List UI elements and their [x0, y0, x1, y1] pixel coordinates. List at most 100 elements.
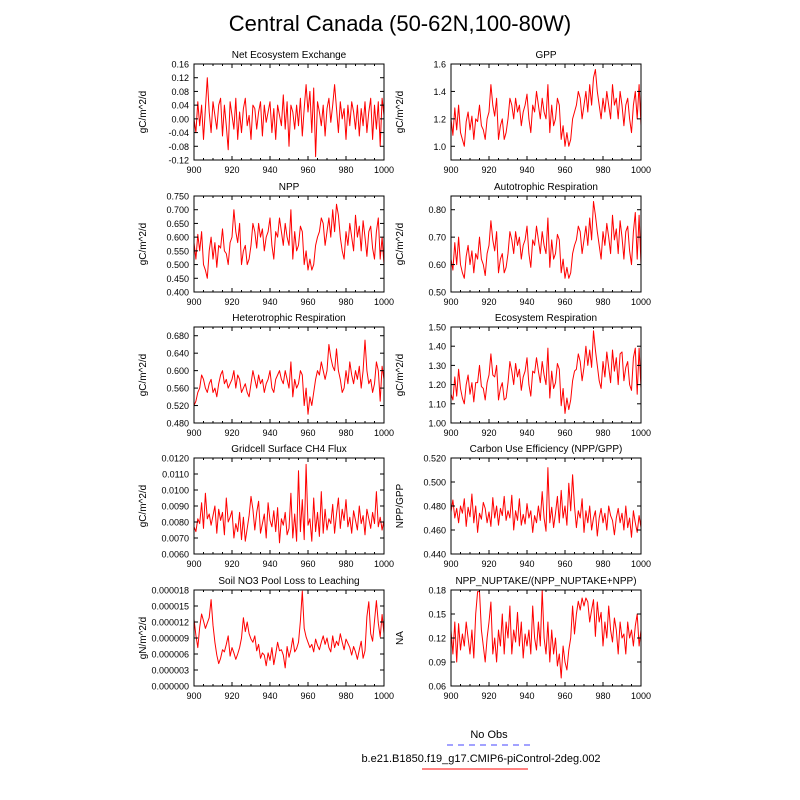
y-axis-label: gN/m^2/d: [138, 617, 149, 660]
panel-title: Ecosystem Respiration: [495, 313, 597, 324]
x-tick-label: 900: [443, 691, 458, 701]
series-line: [193, 590, 385, 669]
y-tick-label: 0.680: [166, 331, 189, 341]
x-tick-label: 960: [300, 165, 315, 175]
y-axis-label: gC/m^2/d: [138, 223, 149, 266]
y-tick-label: 0.16: [171, 60, 189, 70]
y-tick-label: 1.20: [428, 380, 446, 390]
y-tick-label: 0.04: [171, 101, 189, 111]
y-tick-label: 0.0070: [161, 534, 189, 544]
y-tick-label: 0.560: [166, 384, 189, 394]
y-tick-label: 1.0: [433, 142, 446, 152]
y-tick-label: 0.60: [428, 260, 446, 270]
y-tick-label: 1.50: [428, 323, 446, 333]
panel-title: Heterotrophic Respiration: [232, 313, 345, 324]
y-tick-label: 0.15: [428, 610, 446, 620]
panel-title: Net Ecosystem Exchange: [232, 50, 347, 61]
plot-frame: [193, 589, 385, 687]
panel-8: Carbon Use Efficiency (NPP/GPP) NPP/GPP 90…: [395, 444, 651, 569]
x-tick-label: 920: [481, 165, 496, 175]
x-tick-label: 940: [519, 559, 534, 569]
series-line: [450, 589, 642, 679]
panel-6: Ecosystem Respiration gC/m^2/d 900 920 940 96…: [395, 313, 651, 438]
y-tick-label: 1.40: [428, 342, 446, 352]
series-line: [450, 467, 642, 538]
panel-title: GPP: [535, 50, 556, 61]
panel-title: Gridcell Surface CH4 Flux: [231, 444, 347, 455]
panel-3: NPP gC/m^2/d 900 920 940 960 980 1000 0.400 0.450…: [138, 182, 394, 307]
y-tick-label: 1.10: [428, 399, 446, 409]
y-tick-label: 0.000000: [151, 682, 189, 692]
x-tick-label: 980: [595, 691, 610, 701]
y-tick-label: 0.09: [428, 658, 446, 668]
y-tick-label: 0.0080: [161, 518, 189, 528]
panel-1: Net Ecosystem Exchange gC/m^2/d 900 920 940 9…: [138, 50, 394, 175]
x-tick-label: 960: [557, 559, 572, 569]
x-tick-label: 940: [262, 691, 277, 701]
y-tick-label: 0.640: [166, 349, 189, 359]
x-tick-label: 1000: [374, 428, 394, 438]
panel-title: Soil NO3 Pool Loss to Leaching: [218, 576, 359, 587]
x-tick-label: 900: [186, 165, 201, 175]
x-tick-label: 960: [557, 165, 572, 175]
panel-10: NPP_NUPTAKE/(NPP_NUPTAKE+NPP) NA 900 920 940…: [395, 576, 651, 701]
x-tick-label: 920: [481, 559, 496, 569]
y-tick-label: 0.000018: [151, 586, 189, 596]
x-tick-label: 960: [300, 559, 315, 569]
panel-9: Soil NO3 Pool Loss to Leaching gN/m^2/d 90…: [138, 576, 394, 701]
y-tick-label: 0.80: [428, 205, 446, 215]
y-tick-label: 0.650: [166, 219, 189, 229]
x-tick-label: 900: [443, 428, 458, 438]
y-tick-label: 0.12: [428, 634, 446, 644]
y-tick-label: 0.000015: [151, 602, 189, 612]
x-tick-label: 940: [262, 297, 277, 307]
series-line: [450, 68, 642, 147]
series-line: [193, 77, 385, 158]
y-tick-label: -0.08: [168, 142, 189, 152]
x-tick-label: 960: [557, 691, 572, 701]
y-tick-label: 0.480: [423, 502, 446, 512]
x-tick-label: 980: [595, 559, 610, 569]
x-tick-label: 1000: [631, 297, 651, 307]
x-tick-label: 960: [557, 428, 572, 438]
y-tick-label: 0.0100: [161, 486, 189, 496]
x-tick-label: 940: [519, 428, 534, 438]
legend-case-label: b.e21.B1850.f19_g17.CMIP6-piControl-2deg…: [361, 753, 600, 765]
y-tick-label: 0.0120: [161, 454, 189, 464]
x-tick-label: 920: [224, 691, 239, 701]
y-tick-label: 0.600: [166, 366, 189, 376]
y-tick-label: 0.000006: [151, 650, 189, 660]
x-tick-label: 980: [595, 428, 610, 438]
y-tick-label: 0.440: [423, 550, 446, 560]
y-tick-label: 0.50: [428, 288, 446, 298]
x-tick-label: 940: [519, 691, 534, 701]
x-tick-label: 900: [443, 559, 458, 569]
panel-5: Heterotrophic Respiration gC/m^2/d 900 920 9…: [138, 313, 394, 438]
series-line: [193, 463, 385, 544]
y-axis-label: gC/m^2/d: [395, 354, 406, 397]
x-tick-label: 1000: [631, 559, 651, 569]
y-tick-label: 0.0090: [161, 502, 189, 512]
x-tick-label: 960: [300, 691, 315, 701]
x-tick-label: 920: [224, 165, 239, 175]
y-tick-label: 1.6: [433, 60, 446, 70]
y-axis-label: gC/m^2/d: [395, 223, 406, 266]
y-tick-label: 0.550: [166, 246, 189, 256]
y-tick-label: 1.00: [428, 419, 446, 429]
x-tick-label: 940: [262, 559, 277, 569]
y-axis-label: gC/m^2/d: [138, 354, 149, 397]
y-axis-label: gC/m^2/d: [138, 91, 149, 134]
y-tick-label: 0.460: [423, 526, 446, 536]
plot-frame: [193, 326, 385, 424]
x-tick-label: 980: [338, 559, 353, 569]
y-tick-label: 0.0110: [162, 470, 189, 480]
x-tick-label: 960: [557, 297, 572, 307]
x-tick-label: 1000: [631, 165, 651, 175]
y-axis-label: NPP/GPP: [395, 483, 406, 528]
y-tick-label: 0.000009: [151, 634, 189, 644]
y-tick-label: 0.500: [423, 478, 446, 488]
plot-frame: [193, 457, 385, 555]
y-tick-label: 0.750: [166, 192, 189, 202]
y-tick-label: 0.0060: [161, 550, 189, 560]
panels: Net Ecosystem Exchange gC/m^2/d 900 920 940 9…: [138, 50, 651, 701]
